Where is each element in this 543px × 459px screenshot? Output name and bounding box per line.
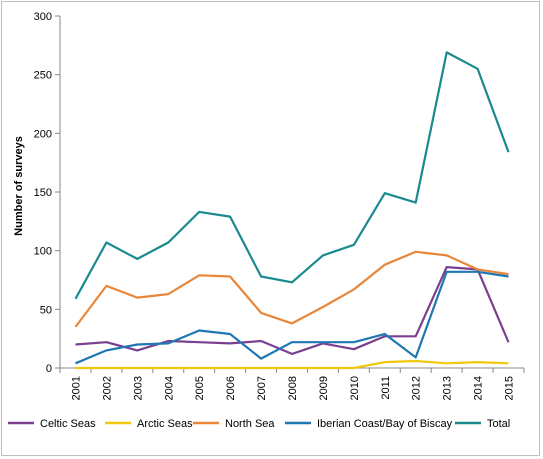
x-tick-label: 2010 <box>349 376 361 400</box>
series-line-iberian-coast-bay-of-biscay <box>75 270 509 365</box>
x-tick-label: 2009 <box>318 376 330 400</box>
x-tick-label: 2005 <box>194 376 206 400</box>
x-tick-label: 2008 <box>287 376 299 400</box>
series-line-arctic-seas <box>75 359 509 370</box>
y-tick-label: 250 <box>34 70 52 82</box>
legend-label-north-sea: North Sea <box>225 418 275 430</box>
series-line-celtic-seas <box>75 266 510 355</box>
y-tick-label: 200 <box>34 128 52 140</box>
y-axis-label: Number of surveys <box>13 136 25 236</box>
x-tick-label: 2007 <box>256 376 268 400</box>
x-tick-label: 2015 <box>504 376 516 400</box>
y-tick-label: 100 <box>34 246 52 258</box>
x-tick-label: 2014 <box>473 376 485 400</box>
legend-label-celtic-seas: Celtic Seas <box>40 418 96 430</box>
x-tick-label: 2011 <box>380 376 392 400</box>
x-tick-label: 2004 <box>163 376 175 400</box>
legend: Celtic Seas Arctic Seas North Sea Iberian C… <box>8 418 510 430</box>
y-tick-label: 300 <box>34 11 52 23</box>
x-tick-label: 2001 <box>70 376 82 400</box>
x-tick-labels: 2001 2002 2003 2004 2005 2006 2007 2008 2009 2010… <box>59 368 525 400</box>
y-tick-label: 150 <box>34 187 52 199</box>
y-tick-label: 0 <box>46 363 52 375</box>
x-tick-label: 2003 <box>132 376 144 400</box>
y-tick-labels: 0 50 100 150 200 250 300 <box>34 11 60 375</box>
x-tick-label: 2002 <box>101 376 113 400</box>
x-tick-label: 2013 <box>442 376 454 400</box>
series-lines <box>74 51 510 370</box>
x-tick-label: 2012 <box>411 376 423 400</box>
legend-label-arctic-seas: Arctic Seas <box>137 418 193 430</box>
series-line-north-sea <box>74 250 509 328</box>
y-tick-label: 50 <box>40 304 52 316</box>
x-tick-label: 2006 <box>225 376 237 400</box>
axes <box>59 16 524 369</box>
legend-label-total: Total <box>487 418 510 430</box>
legend-label-iberian-coast-bay-of-biscay: Iberian Coast/Bay of Biscay <box>317 418 453 430</box>
series-line-total <box>74 51 510 300</box>
